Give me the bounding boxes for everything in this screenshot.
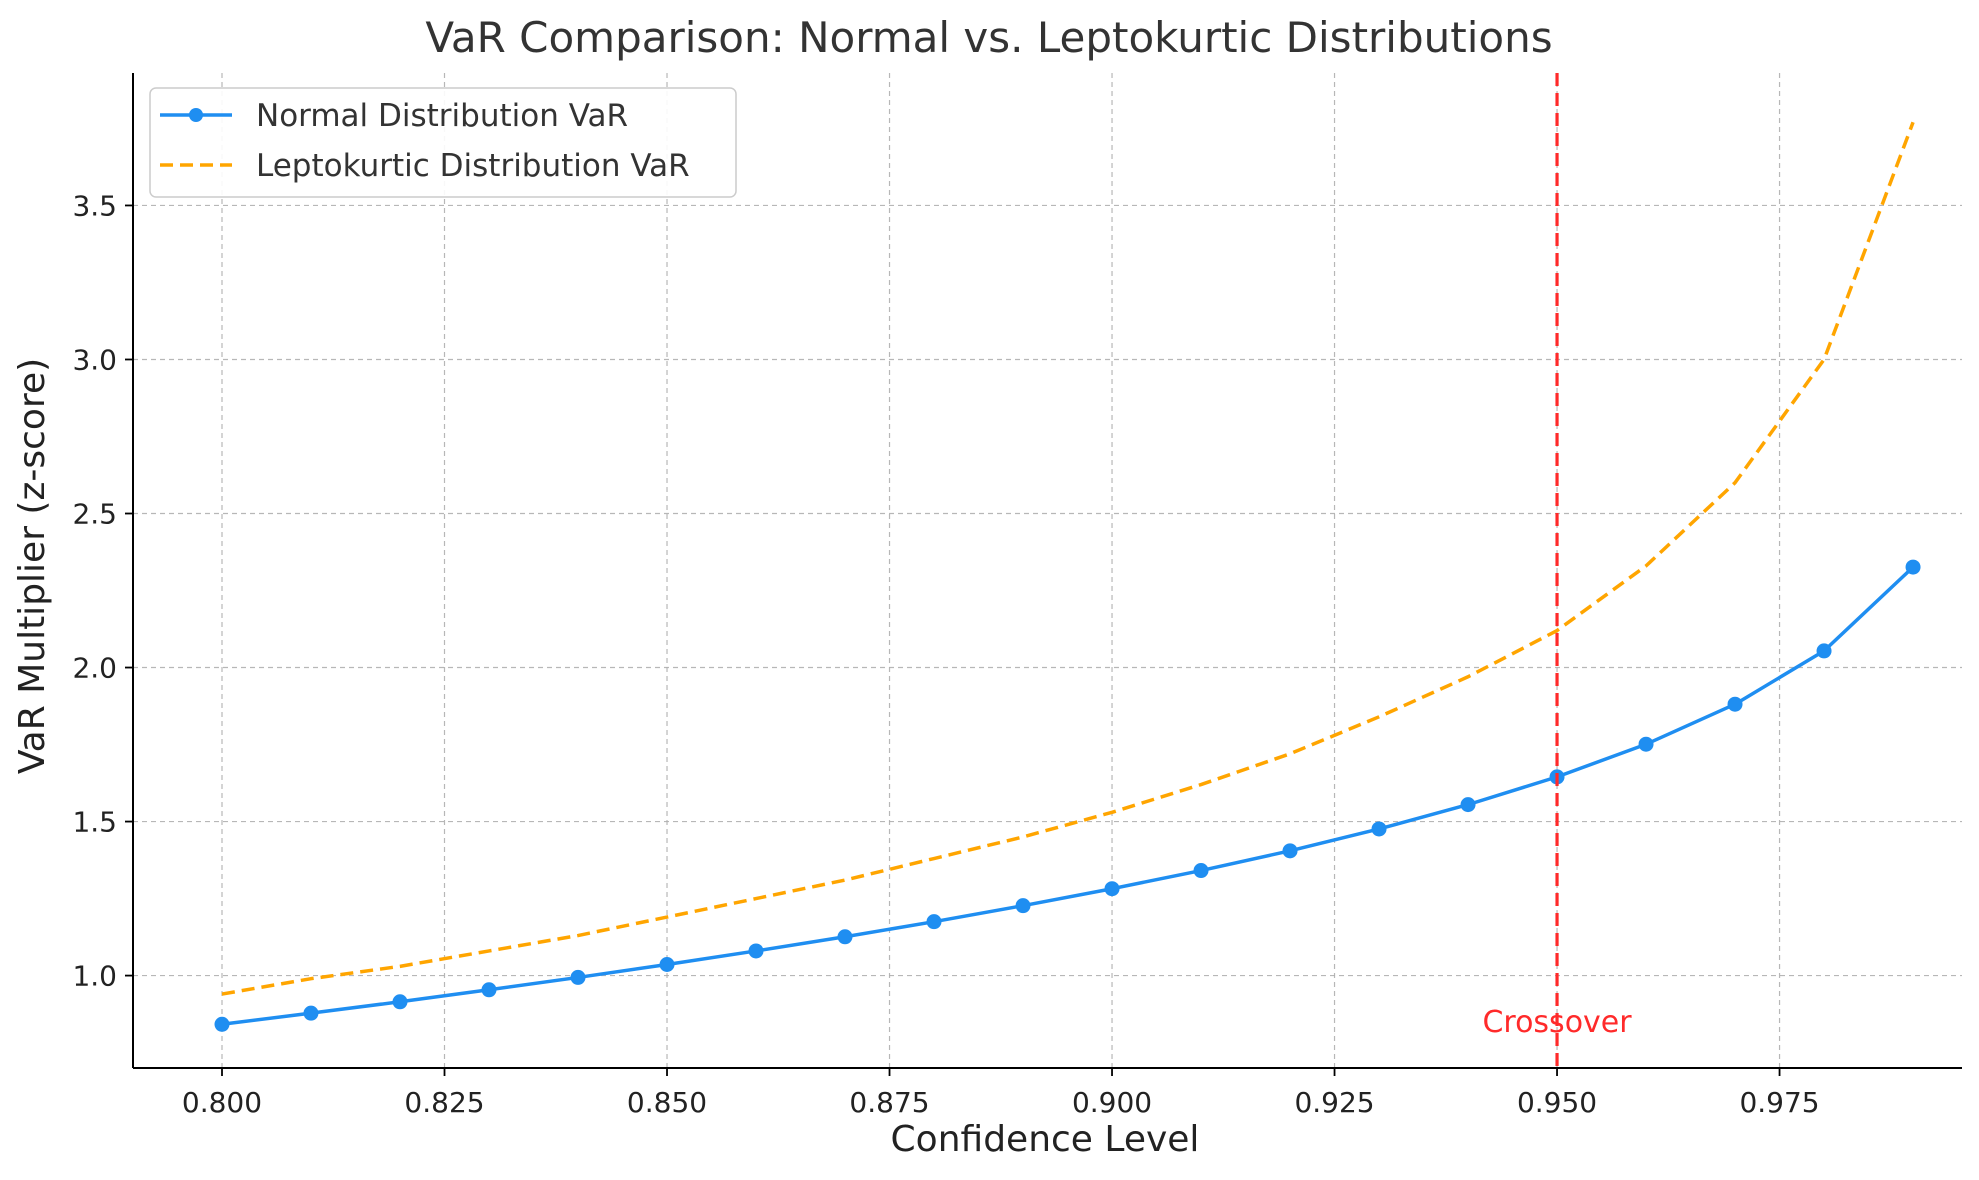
series-layer xyxy=(214,121,1921,1032)
legend-label-normal: Normal Distribution VaR xyxy=(256,98,628,134)
y-axis-title: VaR Multiplier (z-score) xyxy=(12,358,53,774)
normal-var-point xyxy=(570,969,586,985)
normal-var-point xyxy=(1638,736,1654,752)
x-tick-label: 0.950 xyxy=(1517,1086,1597,1119)
y-tick-label: 2.5 xyxy=(72,498,117,531)
y-tick-label: 2.0 xyxy=(72,652,117,685)
x-tick-label: 0.925 xyxy=(1294,1086,1374,1119)
x-tick-label: 0.850 xyxy=(627,1086,707,1119)
normal-var-point xyxy=(1371,821,1387,837)
normal-var-point xyxy=(1015,898,1031,914)
crossover-label: Crossover xyxy=(1482,1005,1632,1040)
normal-var-point xyxy=(837,929,853,945)
normal-var-point xyxy=(1193,863,1209,879)
x-tick-label: 0.800 xyxy=(182,1086,262,1119)
y-tick-label: 1.5 xyxy=(72,806,117,839)
normal-var-point xyxy=(1282,843,1298,859)
axes-layer: 0.800 0.825 0.850 0.875 0.900 0.925 0.950 0.975… xyxy=(72,73,1962,1119)
leptokurtic-var-line xyxy=(221,121,1915,996)
x-tick-label: 0.975 xyxy=(1739,1086,1819,1119)
y-tick-label: 1.0 xyxy=(72,960,117,993)
chart-title: VaR Comparison: Normal vs. Leptokurtic D… xyxy=(425,13,1552,62)
normal-var-point xyxy=(392,994,408,1010)
normal-var-point xyxy=(1905,559,1921,575)
normal-var-point xyxy=(214,1016,230,1032)
normal-var-point xyxy=(1104,881,1120,897)
normal-var-line xyxy=(221,565,1915,1026)
normal-var-point xyxy=(1727,696,1743,712)
y-tick-label: 3.0 xyxy=(72,343,117,376)
x-tick-label: 0.825 xyxy=(404,1086,484,1119)
normal-var-point xyxy=(926,914,942,930)
legend-frame xyxy=(149,87,737,198)
x-tick-label: 0.900 xyxy=(1072,1086,1152,1119)
x-axis-title: Confidence Level xyxy=(891,1119,1200,1160)
normal-var-point xyxy=(659,957,675,972)
normal-var-point xyxy=(1460,797,1476,813)
normal-var-point xyxy=(1816,643,1832,659)
annotation-layer: Crossover xyxy=(1482,73,1632,1068)
x-tick-label: 0.875 xyxy=(849,1086,929,1119)
y-tick-label: 3.5 xyxy=(72,189,117,222)
normal-var-point xyxy=(303,1005,319,1021)
legend-label-leptokurtic: Leptokurtic Distribution VaR xyxy=(256,148,690,184)
normal-var-point xyxy=(481,982,497,998)
legend: Normal Distribution VaR Leptokurtic Dist… xyxy=(149,87,737,198)
legend-marker-normal xyxy=(189,108,203,122)
grid-layer xyxy=(133,73,1962,1068)
normal-var-point xyxy=(748,943,764,959)
